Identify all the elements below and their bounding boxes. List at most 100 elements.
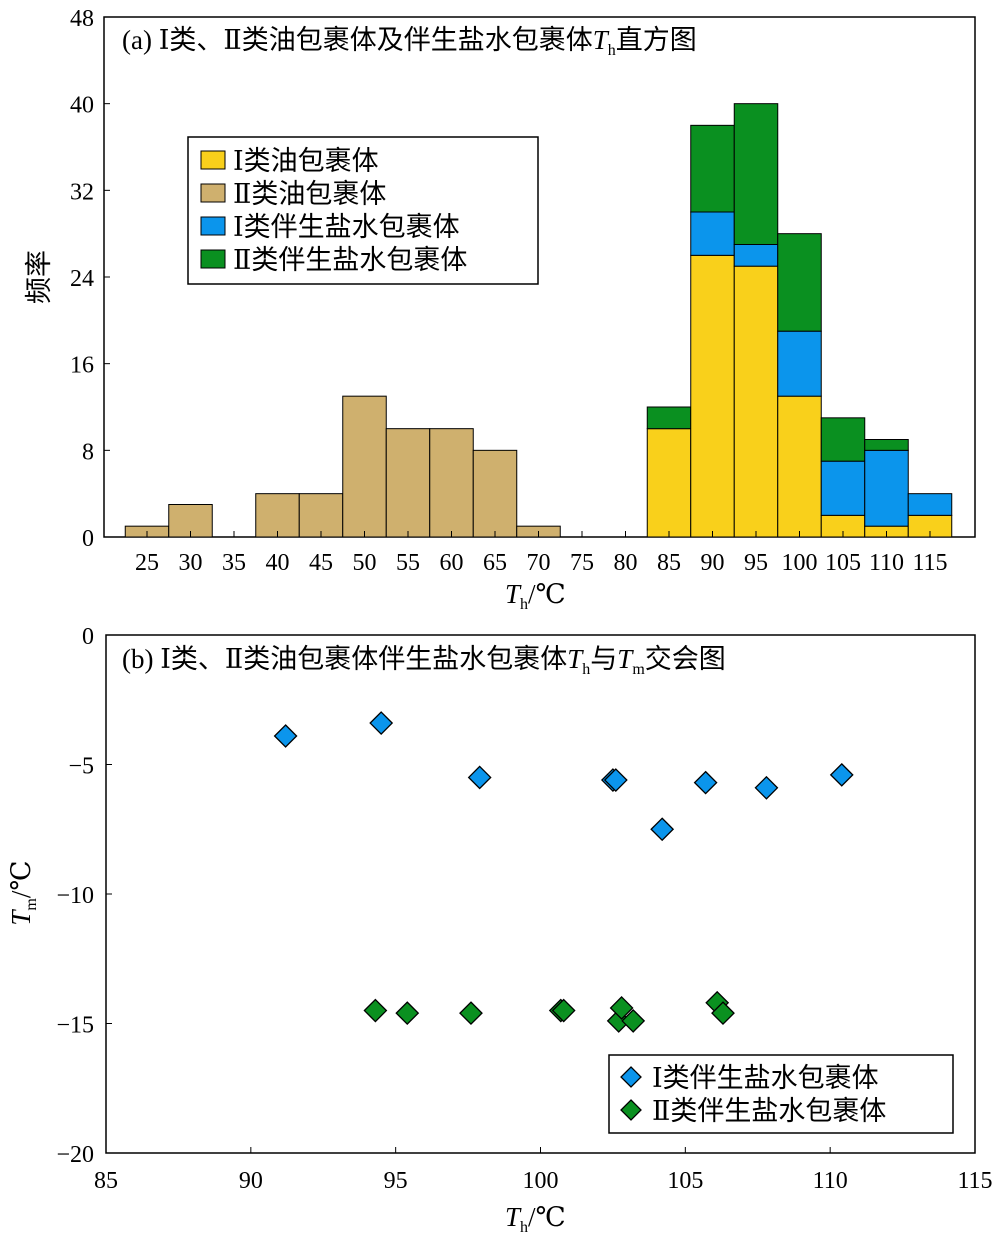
bar-45-series-1	[298, 493, 344, 538]
x-tick-label: 90	[701, 550, 725, 576]
bar-50-series-1	[342, 395, 387, 538]
bar-90-series-3	[690, 124, 735, 213]
histogram-panel: 25 30 35 40 45 50 55 60 65 70 75 80 85 90 95 100 105 110 1…	[24, 6, 976, 613]
bar-65-series-1	[472, 449, 518, 538]
y-tick-label: 48	[70, 6, 94, 32]
x-tick-label: 105	[825, 550, 861, 576]
scatter-point-series-0	[650, 817, 675, 842]
y-tick-label: 8	[82, 439, 94, 465]
bar-95-series-0	[733, 265, 779, 538]
bar-105-series-2	[820, 460, 866, 516]
bar-115-series-2	[907, 493, 953, 516]
x-tick-label: 95	[384, 1168, 408, 1194]
x-tick-label: 70	[527, 550, 551, 576]
scatter-point-series-1	[551, 998, 576, 1023]
legend-box	[187, 136, 539, 285]
legend-swatch	[200, 150, 226, 170]
scatter-point-series-1	[459, 1001, 483, 1026]
y-tick-label: 40	[70, 93, 94, 119]
y-tick-label: −5	[68, 754, 94, 780]
bar-105-series-3	[820, 417, 866, 462]
x-tick-label: 60	[440, 550, 464, 576]
bar-85-series-0	[646, 428, 692, 538]
scatter-points	[273, 711, 854, 1033]
x-tick-label: 110	[813, 1168, 848, 1194]
bar-100-series-0	[777, 395, 822, 538]
histogram-ticks: 25 30 35 40 45 50 55 60 65 70 75 80 85 90 95 100 105 110 1…	[70, 6, 948, 576]
x-tick-label: 30	[179, 550, 203, 576]
scatter-point-series-0	[603, 768, 628, 792]
x-tick-label: 65	[483, 550, 507, 576]
bar-40-series-1	[255, 493, 300, 538]
scatter-point-series-1	[609, 996, 634, 1020]
y-tick-label: 16	[70, 353, 94, 379]
y-tick-label: 32	[70, 179, 94, 205]
x-tick-label: 85	[657, 550, 681, 576]
x-tick-label: 55	[396, 550, 420, 576]
y-tick-label: 0	[82, 624, 94, 650]
y-tick-label: 24	[70, 266, 94, 292]
histogram-bars	[124, 103, 953, 538]
histogram-title: (a) Ⅰ类、Ⅱ类油包裹体及伴生盐水包裹体Th直方图	[122, 25, 697, 59]
x-tick-label: 50	[353, 550, 377, 576]
bar-90-series-2	[690, 211, 735, 256]
x-tick-label: 100	[782, 550, 818, 576]
y-tick-label: −20	[56, 1142, 94, 1168]
bar-90-series-0	[690, 254, 735, 538]
x-tick-label: 35	[222, 550, 246, 576]
bar-55-series-1	[385, 428, 431, 538]
x-tick-label: 80	[614, 550, 638, 576]
bar-100-series-2	[777, 330, 822, 397]
bar-85-series-3	[646, 406, 692, 430]
x-tick-label: 95	[744, 550, 768, 576]
legend-label: Ⅰ类伴生盐水包裹体	[233, 212, 460, 242]
x-tick-label: 40	[266, 550, 290, 576]
bar-110-series-2	[864, 449, 909, 527]
scatter-y-label: Tm/℃	[6, 860, 40, 925]
x-tick-label: 45	[309, 550, 333, 576]
scatter-point-series-1	[621, 1008, 646, 1033]
scatter-point-series-0	[754, 775, 779, 800]
scatter-point-series-0	[693, 770, 718, 795]
bar-60-series-1	[429, 428, 474, 538]
scatter-title: (b) Ⅰ类、Ⅱ类油包裹体伴生盐水包裹体Th与Tm交会图	[122, 644, 726, 678]
y-tick-label: −15	[56, 1013, 94, 1039]
legend-label: Ⅰ类油包裹体	[233, 146, 379, 176]
histogram-x-label: Th/℃	[505, 579, 566, 613]
legend-marker	[620, 1099, 642, 1121]
legend-label: Ⅱ类伴生盐水包裹体	[233, 245, 467, 275]
x-tick-label: 90	[239, 1168, 263, 1194]
scatter-point-series-0	[829, 762, 854, 787]
scatter-panel: 85 90 95 100 105 110 115 0 −5 −10 −15 −20 (b) Ⅰ类、Ⅱ类…	[6, 624, 993, 1236]
legend-swatch	[200, 183, 226, 203]
y-tick-label: 0	[82, 526, 94, 552]
bar-95-series-2	[733, 244, 779, 267]
scatter-point-series-0	[273, 724, 298, 748]
scatter-ticks: 85 90 95 100 105 110 115 0 −5 −10 −15 −20	[56, 624, 992, 1194]
scatter-x-label: Th/℃	[505, 1202, 566, 1236]
x-tick-label: 75	[570, 550, 594, 576]
bar-95-series-3	[733, 103, 779, 245]
histogram-y-label: 频率	[24, 250, 54, 304]
legend-box	[608, 1054, 954, 1134]
legend-swatch	[200, 216, 226, 236]
x-tick-label: 105	[667, 1168, 703, 1194]
scatter-point-series-1	[363, 998, 388, 1023]
legend-label: Ⅰ类伴生盐水包裹体	[652, 1063, 879, 1093]
legend-label: Ⅱ类油包裹体	[233, 179, 386, 209]
scatter-point-series-1	[395, 1001, 420, 1026]
x-tick-label: 115	[957, 1168, 992, 1194]
x-tick-label: 115	[912, 550, 947, 576]
x-tick-label: 100	[523, 1168, 559, 1194]
y-tick-label: −10	[56, 883, 94, 909]
bar-110-series-3	[864, 439, 909, 451]
scatter-point-series-1	[711, 1001, 735, 1026]
x-tick-label: 110	[869, 550, 904, 576]
legend-swatch	[200, 249, 226, 269]
scatter-point-series-0	[467, 765, 492, 790]
x-tick-label: 85	[94, 1168, 118, 1194]
x-tick-label: 25	[135, 550, 159, 576]
